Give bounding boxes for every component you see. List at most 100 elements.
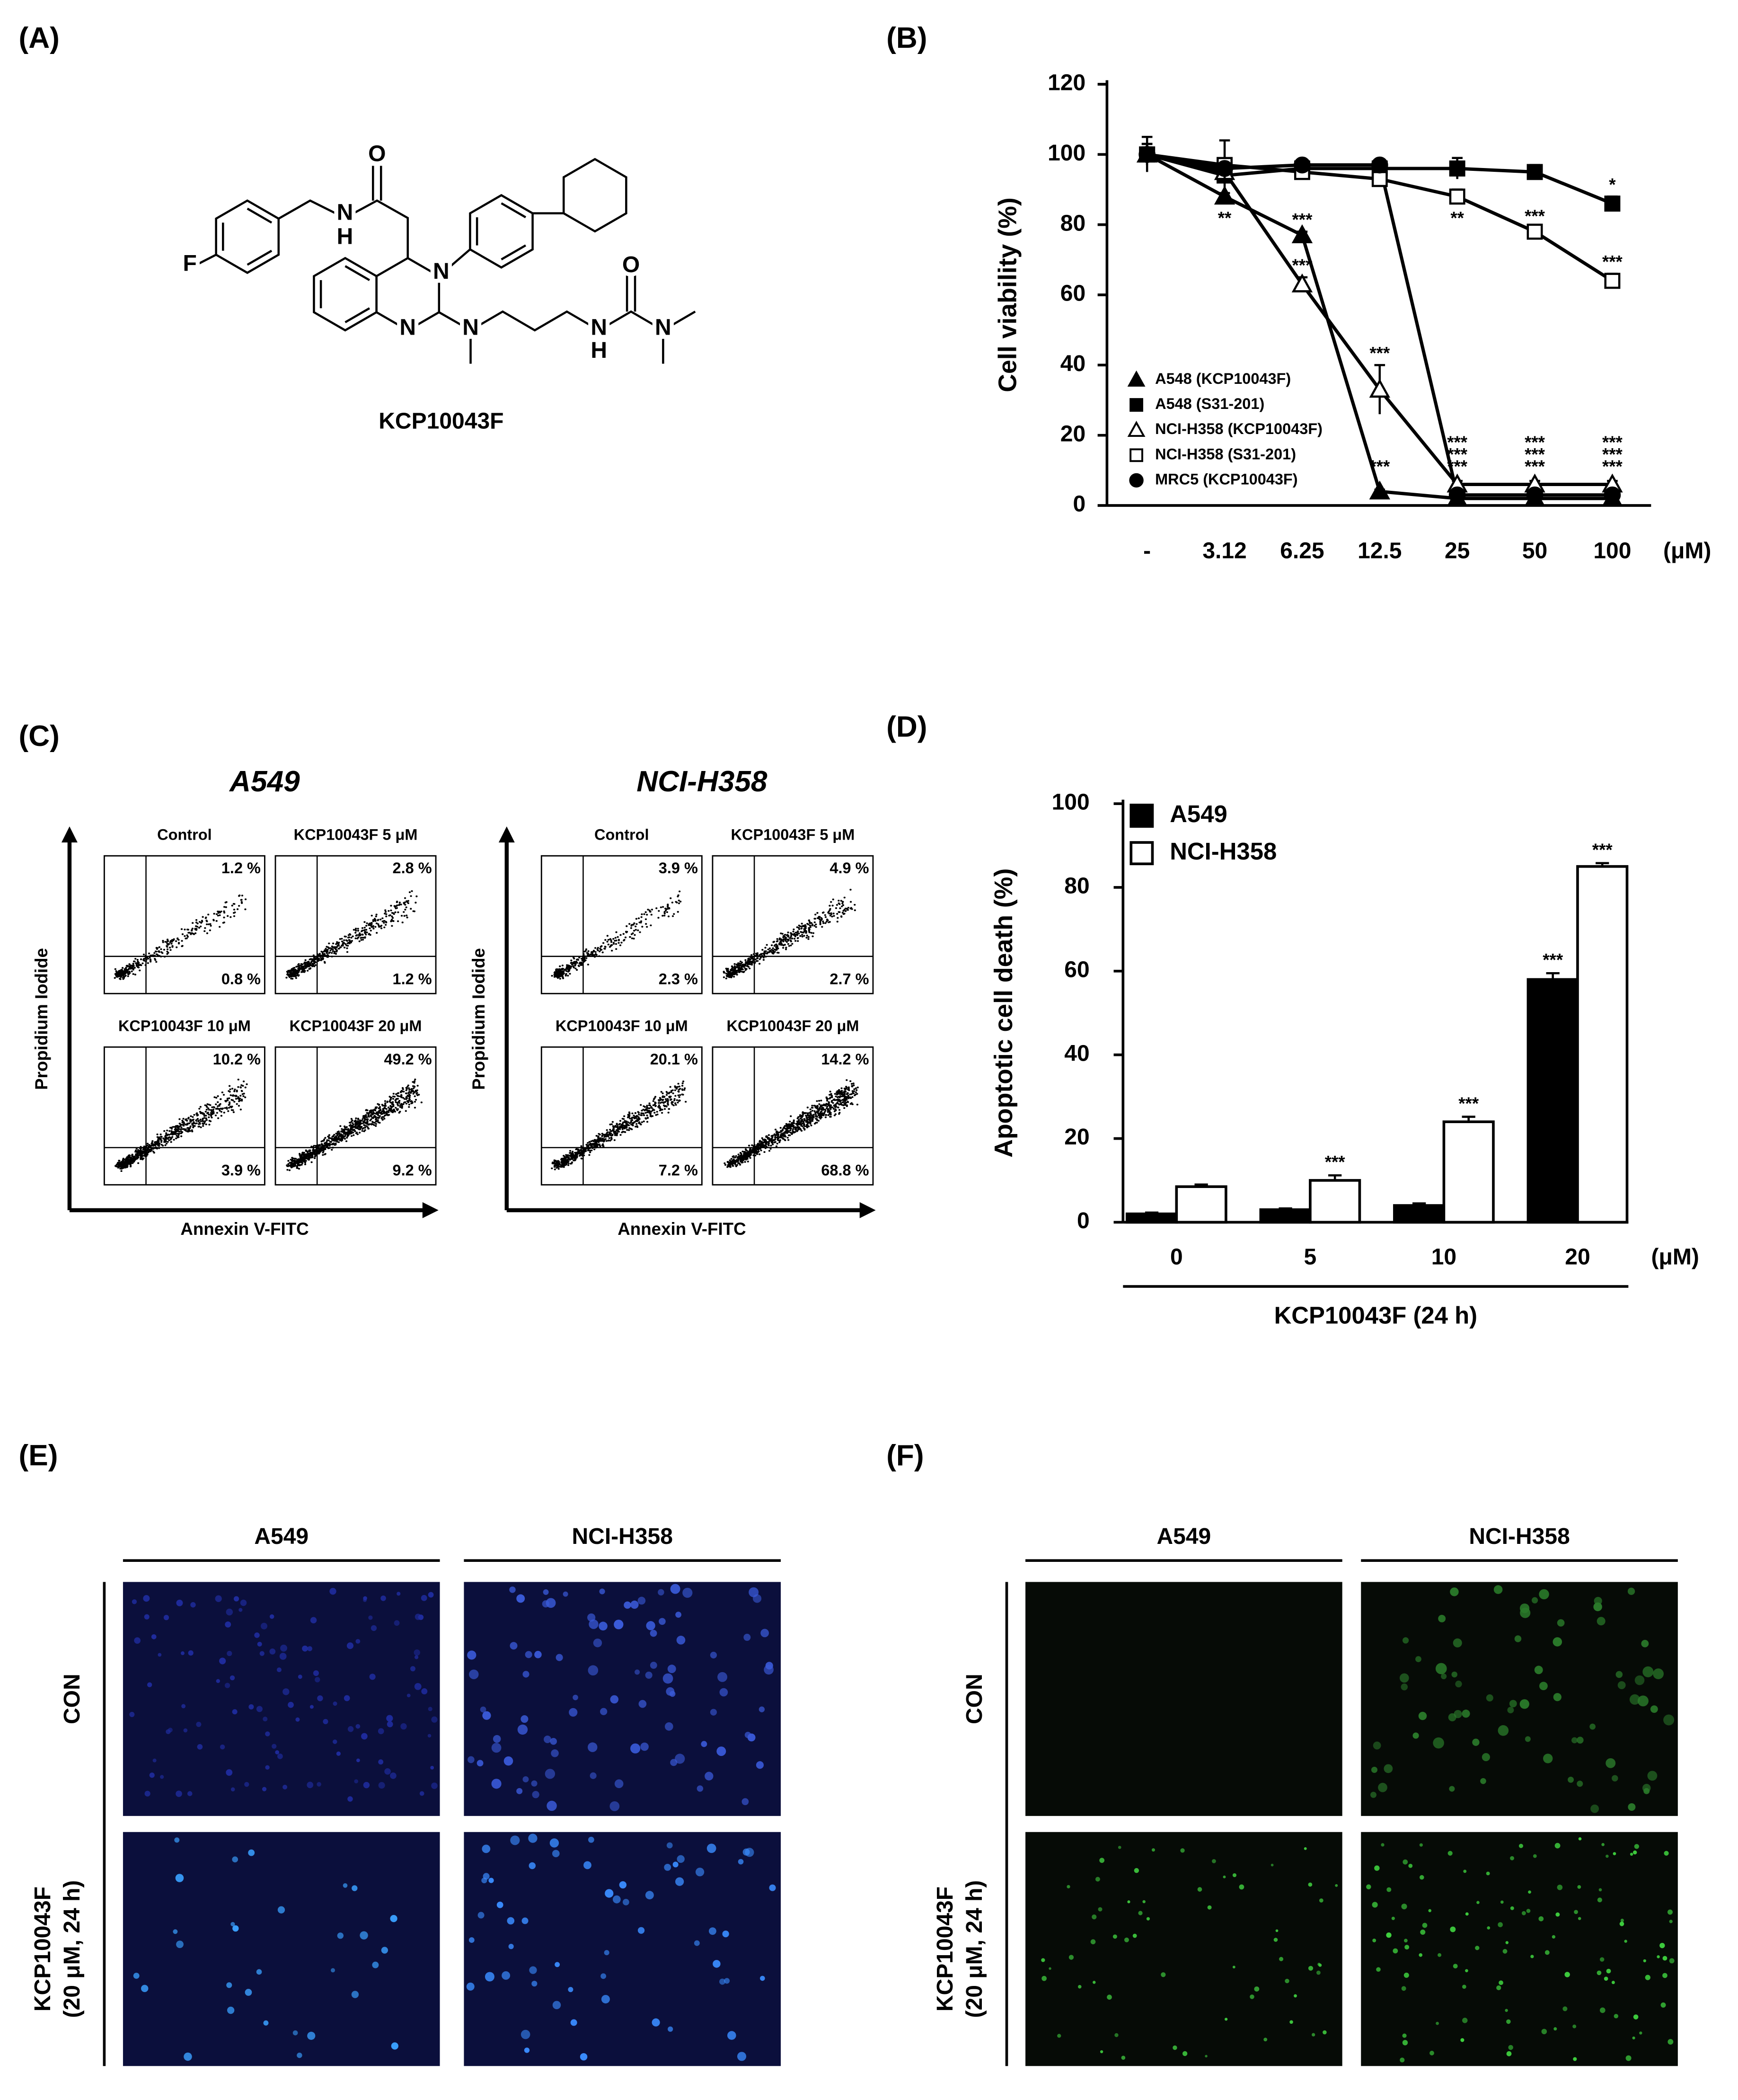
cell-spot bbox=[297, 2052, 302, 2058]
cell-spot bbox=[176, 1941, 184, 1949]
event-dots bbox=[723, 888, 856, 980]
cell-spot bbox=[257, 1641, 262, 1647]
atom-label: N bbox=[655, 315, 671, 340]
cell-spot bbox=[1632, 1850, 1637, 1855]
cell-spot bbox=[706, 1843, 716, 1853]
cell-spot bbox=[477, 1912, 485, 1919]
cell-spot bbox=[224, 1683, 230, 1688]
cell-spot bbox=[1552, 1935, 1556, 1939]
cell-spot bbox=[1500, 1900, 1504, 1904]
cell-spot bbox=[1476, 1901, 1480, 1904]
cell-spot bbox=[1436, 2021, 1439, 2025]
cell-spot bbox=[1553, 1693, 1562, 1701]
cell-spot bbox=[1572, 2024, 1577, 2029]
cell-spot bbox=[1462, 1710, 1470, 1718]
cell-spot bbox=[652, 2018, 660, 2027]
cell-spot bbox=[1562, 2006, 1568, 2011]
cell-spot bbox=[1599, 2007, 1606, 2013]
cell-spot bbox=[1232, 1966, 1235, 1969]
cell-spot bbox=[397, 1592, 401, 1596]
cell-spot bbox=[1279, 1957, 1284, 1961]
cell-spot bbox=[1660, 2002, 1666, 2008]
cell-spot bbox=[645, 1671, 653, 1679]
cell-spot bbox=[1599, 1957, 1605, 1962]
cell-spot bbox=[741, 1798, 749, 1806]
cell-spot bbox=[1577, 1781, 1583, 1787]
error-bar bbox=[1279, 1207, 1292, 1210]
cell-spot bbox=[545, 1769, 556, 1779]
y-tick-label: 0 bbox=[1073, 492, 1085, 517]
cell-spot bbox=[1573, 2057, 1577, 2061]
cell-spot bbox=[1634, 1844, 1640, 1849]
cell-spot bbox=[1254, 1986, 1260, 1992]
cell-spot bbox=[1625, 2055, 1632, 2061]
row-label: CON bbox=[962, 1674, 987, 1724]
cell-spot bbox=[590, 1772, 597, 1779]
cell-spot bbox=[1041, 1976, 1047, 1981]
cell-spot bbox=[1465, 1912, 1469, 1916]
cell-spot bbox=[1498, 1725, 1509, 1736]
cell-spot bbox=[220, 1744, 225, 1750]
cell-spot bbox=[295, 1717, 300, 1722]
cell-spot bbox=[637, 1927, 645, 1934]
cell-spot bbox=[181, 1704, 186, 1709]
cell-spot bbox=[134, 1637, 141, 1644]
panel-label: (D) bbox=[886, 710, 927, 743]
y-tick-label: 100 bbox=[1052, 790, 1090, 815]
cell-spot bbox=[1451, 1671, 1457, 1678]
quadrant-lines bbox=[712, 1047, 873, 1185]
cell-spot bbox=[431, 1782, 438, 1789]
micrograph bbox=[1361, 1582, 1678, 1816]
cell-spot bbox=[1518, 1843, 1523, 1848]
cell-spot bbox=[658, 1589, 664, 1595]
cell-spot bbox=[1098, 1907, 1103, 1912]
panel-label: (E) bbox=[19, 1439, 58, 1472]
cell-spot bbox=[589, 1619, 599, 1629]
cell-spot bbox=[727, 2031, 736, 2040]
quadrant-lines bbox=[541, 856, 702, 994]
cell-spot bbox=[149, 1772, 155, 1778]
cell-spot bbox=[670, 1759, 678, 1766]
cell-spot bbox=[1519, 1699, 1529, 1709]
cell-spot bbox=[282, 1784, 288, 1790]
cell-spot bbox=[563, 1591, 568, 1597]
cell-spot bbox=[227, 2006, 235, 2014]
cell-spot bbox=[549, 1838, 559, 1848]
cell-spot bbox=[1270, 1863, 1274, 1867]
cell-spot bbox=[1606, 1854, 1609, 1858]
cell-spot bbox=[260, 1622, 268, 1630]
significance: *** bbox=[1543, 950, 1563, 969]
cell-spot bbox=[583, 1861, 591, 1870]
quadrant-lines bbox=[712, 856, 873, 994]
cell-spot bbox=[1450, 1926, 1456, 1932]
cell-spot bbox=[547, 1800, 557, 1811]
marker bbox=[1369, 480, 1391, 500]
cell-spot bbox=[219, 1657, 226, 1665]
quadrant-lines bbox=[104, 856, 265, 994]
cell-spot bbox=[738, 1859, 744, 1865]
cell-spot bbox=[386, 1715, 393, 1722]
cell-spot bbox=[568, 1987, 573, 1993]
cell-spot bbox=[1493, 1585, 1503, 1594]
cell-spot bbox=[369, 1674, 376, 1680]
cell-spot bbox=[524, 2047, 530, 2053]
cell-spot bbox=[1462, 2018, 1468, 2023]
cell-spot bbox=[1205, 2055, 1208, 2058]
y-tick-label: 40 bbox=[1064, 1041, 1089, 1066]
cell-spot bbox=[650, 1630, 657, 1637]
cell-spot bbox=[387, 1721, 393, 1728]
cell-spot bbox=[622, 1898, 629, 1905]
y-tick-label: 80 bbox=[1060, 211, 1085, 236]
cell-spot bbox=[1597, 1617, 1606, 1626]
cell-spot bbox=[614, 1779, 624, 1789]
cell-spot bbox=[760, 1629, 769, 1638]
cell-spot bbox=[132, 1599, 137, 1604]
cell-spot bbox=[1370, 1791, 1376, 1798]
cell-spot bbox=[1403, 1859, 1408, 1865]
cell-spot bbox=[609, 1801, 620, 1811]
bar bbox=[1393, 1204, 1446, 1224]
cell-spot bbox=[184, 2052, 192, 2061]
legend-label: NCI-H358 (KCP10043F) bbox=[1155, 420, 1323, 437]
cell-spot bbox=[144, 1614, 150, 1620]
cell-spot bbox=[144, 1790, 150, 1797]
